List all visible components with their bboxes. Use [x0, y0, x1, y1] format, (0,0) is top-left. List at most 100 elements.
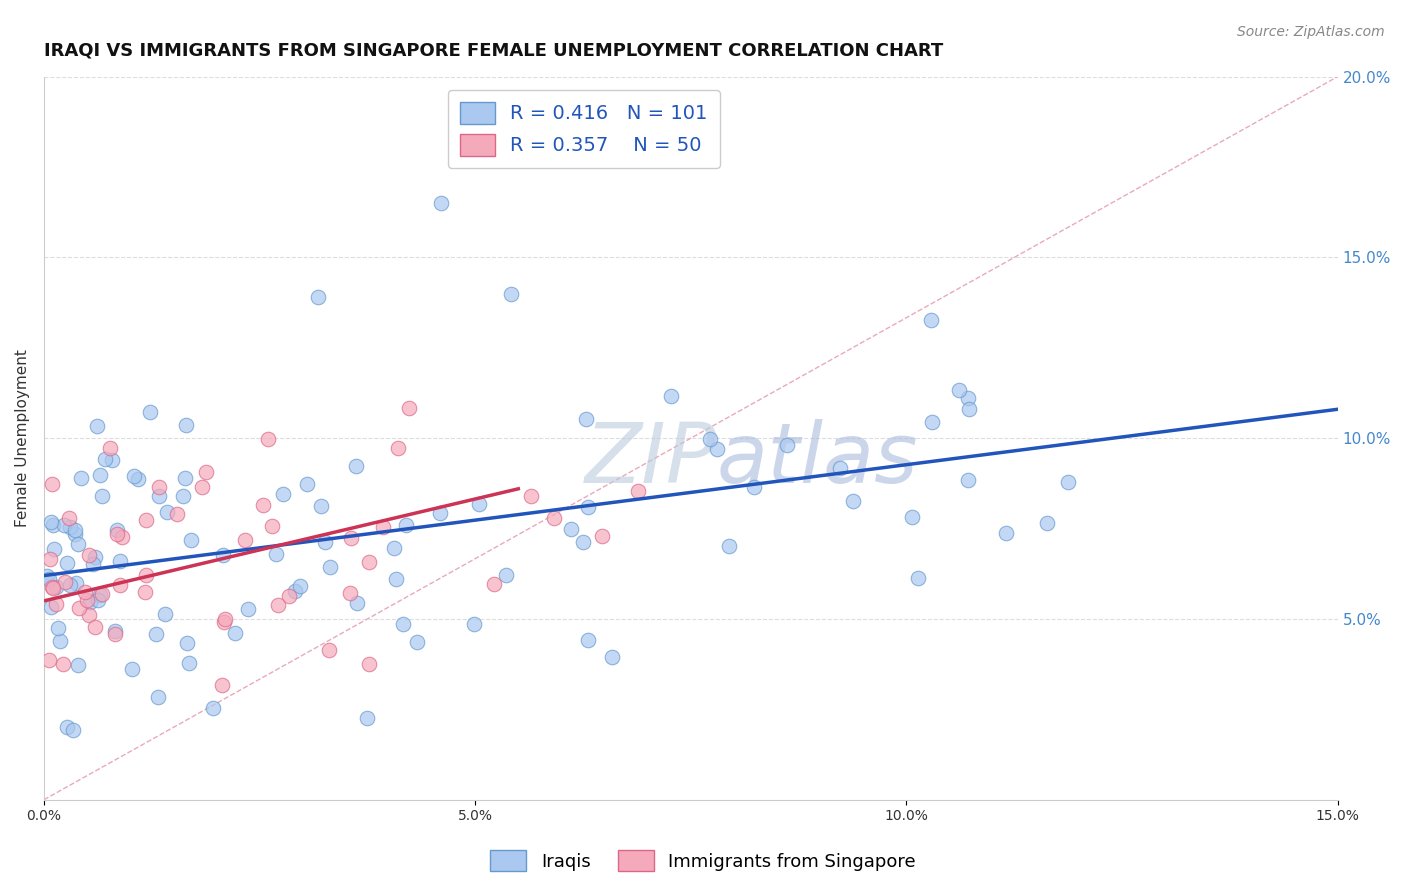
Point [145, 627, 167, 641]
Point [575, 411, 598, 425]
Point [146, 690, 169, 704]
Point [948, 383, 970, 397]
Point [921, 313, 943, 327]
Point [91, 587, 114, 601]
Point [742, 480, 765, 494]
Point [135, 567, 157, 582]
Point [84, 549, 107, 564]
Point [89, 588, 111, 602]
Point [77, 548, 100, 562]
Point [122, 469, 145, 483]
Point [543, 511, 565, 525]
Point [42, 518, 65, 533]
Point [339, 586, 361, 600]
Point [79, 595, 101, 609]
Point [108, 578, 131, 592]
Point [212, 548, 235, 562]
Point [49, 633, 72, 648]
Point [841, 494, 863, 508]
Point [384, 572, 406, 586]
Point [627, 483, 650, 498]
Point [699, 433, 721, 447]
Point [278, 589, 301, 603]
Point [155, 607, 177, 621]
Point [39, 516, 62, 530]
Point [90, 489, 112, 503]
Point [252, 499, 274, 513]
Point [46, 621, 69, 635]
Point [89, 468, 111, 483]
Point [346, 596, 368, 610]
Point [309, 499, 332, 513]
Point [284, 584, 307, 599]
Point [76, 593, 98, 607]
Point [127, 472, 149, 486]
Point [37, 569, 59, 583]
Point [105, 527, 128, 541]
Point [195, 465, 218, 479]
Point [139, 404, 162, 418]
Point [387, 441, 409, 455]
Point [318, 643, 340, 657]
Point [59, 578, 82, 592]
Point [41, 477, 63, 491]
Point [264, 547, 287, 561]
Point [44, 542, 66, 557]
Point [921, 415, 943, 429]
Point [501, 287, 523, 301]
Point [290, 579, 312, 593]
Point [98, 442, 121, 456]
Point [262, 519, 284, 533]
Point [79, 608, 101, 623]
Point [560, 522, 582, 536]
Point [429, 506, 451, 520]
Point [148, 480, 170, 494]
Text: Source: ZipAtlas.com: Source: ZipAtlas.com [1237, 25, 1385, 39]
Point [172, 489, 194, 503]
Point [211, 678, 233, 692]
Point [104, 627, 127, 641]
Point [56, 556, 79, 570]
Point [53, 517, 76, 532]
Point [706, 442, 728, 456]
Point [600, 649, 623, 664]
Point [58, 511, 80, 525]
Point [391, 616, 413, 631]
Point [359, 555, 381, 569]
Point [267, 599, 290, 613]
Point [307, 290, 329, 304]
Point [201, 700, 224, 714]
Point [86, 592, 108, 607]
Point [86, 419, 108, 434]
Point [463, 617, 485, 632]
Text: ZIP: ZIP [585, 419, 717, 500]
Point [224, 625, 246, 640]
Point [356, 711, 378, 725]
Point [101, 453, 124, 467]
Point [297, 477, 319, 491]
Point [105, 524, 128, 538]
Point [65, 527, 87, 541]
Point [576, 633, 599, 648]
Point [94, 452, 117, 467]
Point [148, 489, 170, 503]
Point [63, 524, 86, 538]
Text: IRAQI VS IMMIGRANTS FROM SINGAPORE FEMALE UNEMPLOYMENT CORRELATION CHART: IRAQI VS IMMIGRANTS FROM SINGAPORE FEMAL… [44, 42, 943, 60]
Point [429, 196, 451, 211]
Point [956, 391, 979, 405]
Point [70, 471, 93, 485]
Point [166, 508, 188, 522]
Point [214, 612, 236, 626]
Point [53, 575, 76, 590]
Point [174, 471, 197, 485]
Point [39, 551, 62, 566]
Point [156, 504, 179, 518]
Point [62, 723, 84, 738]
Point [104, 624, 127, 639]
Point [84, 620, 107, 634]
Point [191, 480, 214, 494]
Point [65, 575, 87, 590]
Point [495, 567, 517, 582]
Point [111, 531, 134, 545]
Point [121, 662, 143, 676]
